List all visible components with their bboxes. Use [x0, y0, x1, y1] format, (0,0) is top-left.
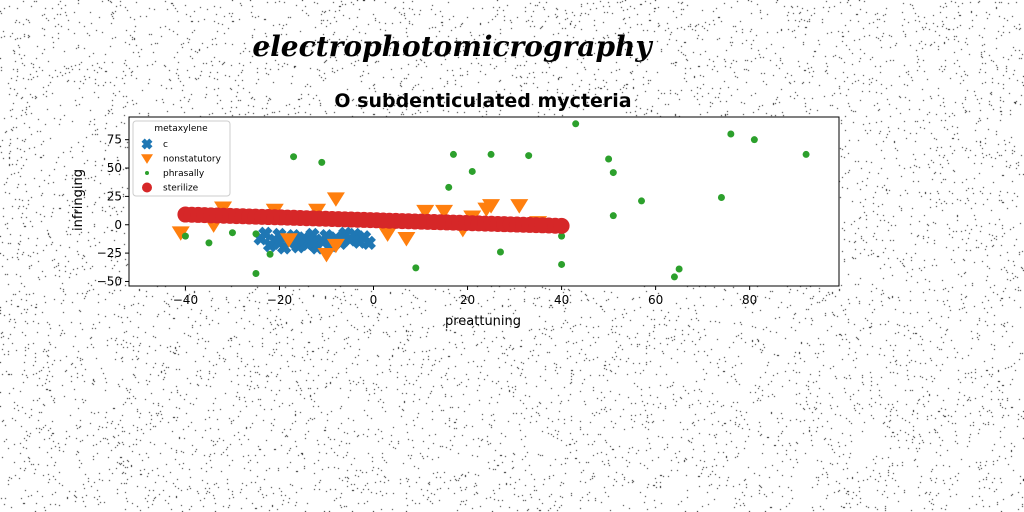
- data-point: [638, 197, 646, 205]
- data-point: [609, 169, 617, 177]
- y-tick-label: 0: [114, 218, 122, 232]
- legend-marker: [145, 171, 149, 175]
- data-point: [326, 238, 345, 254]
- data-point: [482, 199, 501, 214]
- data-point: [326, 192, 345, 207]
- x-tick-label: 80: [742, 293, 757, 307]
- y-tick-label: −50: [97, 274, 122, 288]
- legend: metaxylene c nonstatutory phrasally steriliz…: [132, 120, 231, 197]
- x-tick-label: 0: [370, 293, 378, 307]
- y-tick-label: 50: [107, 161, 122, 175]
- data-point: [171, 226, 190, 241]
- data-point: [553, 217, 570, 234]
- legend-marker: [142, 182, 152, 193]
- data-point: [510, 199, 529, 214]
- data-point: [468, 167, 476, 175]
- data-point: [266, 250, 274, 258]
- data-point: [252, 230, 260, 238]
- chart-suptitle: electrophotomicrography: [252, 30, 653, 63]
- data-point: [558, 260, 566, 268]
- series-phrasally: [181, 120, 810, 281]
- data-point: [558, 232, 566, 240]
- data-point: [416, 204, 435, 220]
- legend-label: c: [163, 140, 168, 150]
- data-point: [525, 152, 533, 160]
- series-c: [253, 226, 376, 255]
- data-point: [378, 227, 397, 242]
- x-tick-label: 20: [460, 293, 475, 307]
- data-point: [228, 229, 236, 237]
- data-point: [717, 194, 725, 202]
- data-point: [445, 183, 453, 191]
- legend-title: metaxylene: [154, 124, 208, 134]
- data-point: [397, 232, 416, 247]
- data-point: [605, 155, 613, 163]
- data-point: [305, 235, 320, 251]
- data-point: [252, 270, 260, 278]
- data-point: [279, 233, 298, 248]
- data-point: [802, 150, 810, 158]
- data-point: [496, 248, 504, 256]
- data-point: [487, 150, 495, 158]
- data-point: [205, 239, 213, 247]
- series-sterilize: [177, 206, 570, 234]
- data-point: [290, 153, 298, 161]
- legend-label: sterilize: [163, 184, 199, 194]
- y-tick-label: 75: [107, 133, 122, 147]
- data-point: [412, 264, 420, 272]
- legend-marker: [141, 154, 153, 164]
- data-point: [181, 232, 189, 240]
- data-point: [675, 265, 683, 273]
- x-tick-label: −40: [173, 293, 198, 307]
- chart-title: O subdenticulated mycteria: [334, 90, 631, 112]
- data-point: [750, 136, 758, 144]
- legend-label: nonstatutory: [163, 155, 222, 165]
- data-point: [572, 120, 580, 128]
- x-tick-label: −20: [267, 293, 292, 307]
- plot-frame: [128, 116, 840, 287]
- data-point: [361, 235, 376, 251]
- y-tick-label: −25: [97, 246, 122, 260]
- plot-area: −40 −20 0 20 40 60 80 −50 −25 0 25 50 75: [97, 116, 840, 307]
- y-tick-label: 25: [107, 189, 122, 203]
- data-point: [670, 273, 678, 281]
- data-point: [318, 158, 326, 166]
- data-point: [435, 204, 454, 220]
- data-point: [727, 130, 735, 138]
- data-point: [272, 235, 287, 251]
- legend-label: phrasally: [163, 169, 205, 179]
- data-point: [317, 247, 336, 263]
- legend-marker: [141, 138, 153, 150]
- x-tick-label: 60: [648, 293, 663, 307]
- data-point: [609, 212, 617, 220]
- legend-box: [132, 120, 231, 197]
- data-point: [449, 150, 457, 158]
- y-axis-label: infringing: [71, 169, 86, 231]
- x-axis-label: preattuning: [445, 314, 521, 329]
- x-tick-label: 40: [554, 293, 569, 307]
